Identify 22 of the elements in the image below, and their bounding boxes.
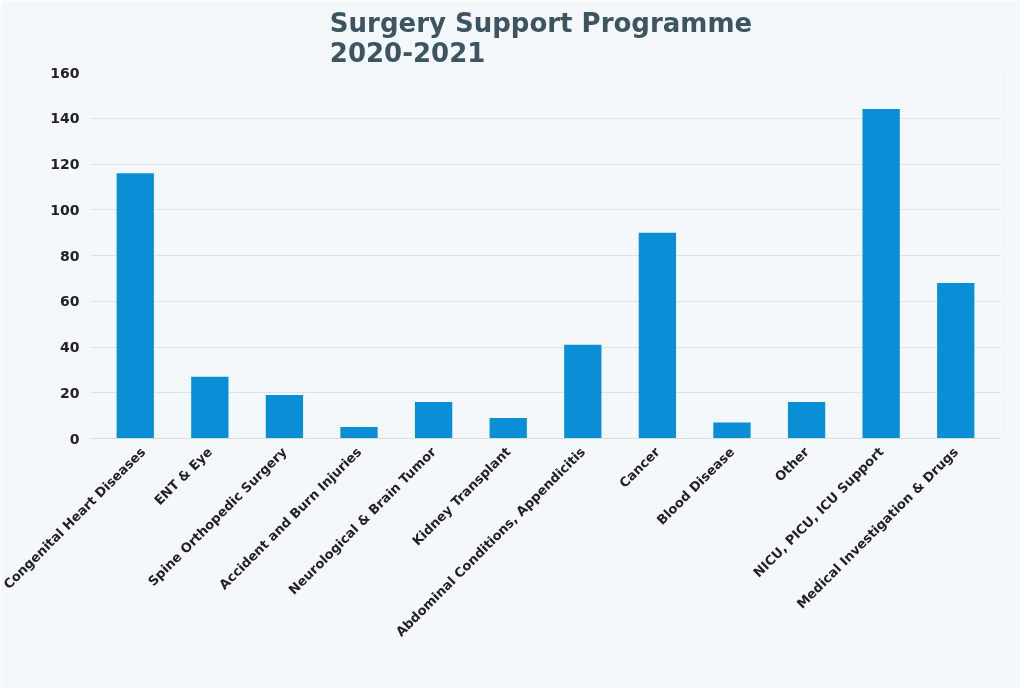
y-tick-label: 120 xyxy=(50,156,80,172)
bar xyxy=(937,282,975,439)
y-tick-label: 80 xyxy=(60,247,80,264)
bar xyxy=(862,109,900,439)
y-tick-label: 160 xyxy=(50,64,80,81)
bar xyxy=(414,401,453,439)
bar xyxy=(713,422,751,439)
bar xyxy=(489,417,527,439)
y-tick-label: 60 xyxy=(60,293,80,310)
bar xyxy=(787,401,826,439)
bar xyxy=(638,232,677,439)
bar xyxy=(564,344,602,439)
y-tick-label: 40 xyxy=(60,339,80,355)
bar xyxy=(191,376,229,439)
y-tick-label: 20 xyxy=(60,384,80,401)
bar xyxy=(340,427,378,439)
y-tick-label: 100 xyxy=(50,201,80,218)
chart-title: Surgery Support Programme 2020-2021 xyxy=(329,7,753,68)
bar xyxy=(116,173,154,439)
bar xyxy=(265,395,304,439)
y-tick-label: 0 xyxy=(69,430,80,447)
y-tick-label: 140 xyxy=(50,110,80,127)
